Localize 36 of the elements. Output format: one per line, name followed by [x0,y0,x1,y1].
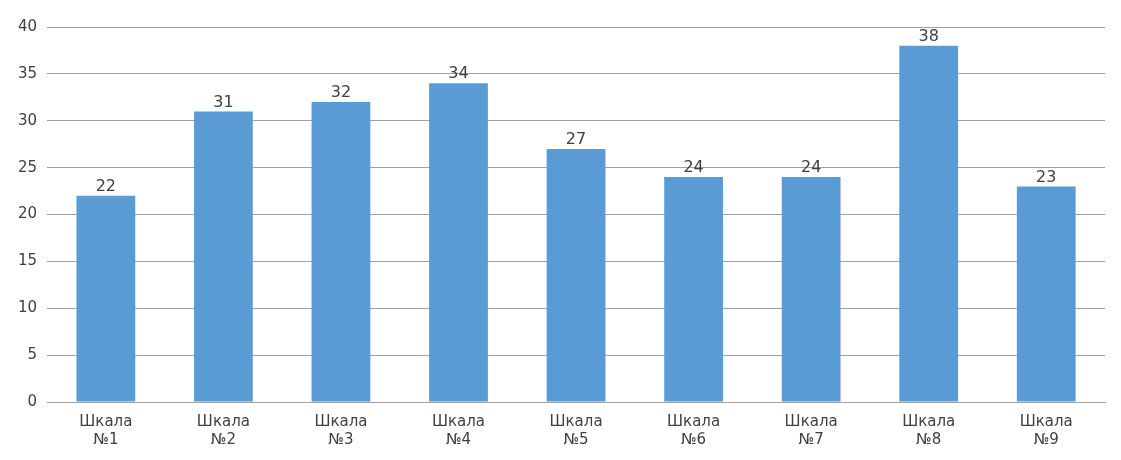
y-tick-label: 20 [17,204,38,223]
bar [311,102,371,402]
bar [546,148,606,402]
bar [664,177,723,402]
x-tick-label: Шкала №1 [79,411,133,448]
y-tick-label: 30 [17,110,38,129]
y-tick-label: 35 [17,63,38,82]
data-label: 22 [95,175,117,195]
x-tick-label: Шкала №2 [196,411,250,448]
y-tick-label: 0 [27,391,38,410]
data-label: 24 [800,157,822,177]
data-label: 38 [918,25,939,45]
y-tick-label: 15 [17,251,38,270]
bar [899,45,959,402]
y-tick-label: 25 [17,157,38,176]
data-label: 31 [213,91,234,111]
x-tick-label: Шкала №8 [902,411,956,448]
x-tick-label: Шкала №3 [314,411,368,448]
y-tick-label: 5 [27,345,38,364]
data-label: 27 [565,129,587,149]
x-tick-label: Шкала №6 [667,411,721,448]
x-tick-label: Шкала №4 [431,411,486,448]
y-tick-label: 40 [17,16,38,35]
x-tick-label: Шкала №7 [784,411,838,448]
bar [1016,186,1076,402]
data-label: 23 [1036,166,1057,186]
x-tick-label: Шкала №9 [1019,411,1073,448]
bar [429,83,488,402]
y-tick-label: 10 [17,298,38,317]
data-label: 34 [448,63,469,83]
bar [76,195,136,402]
bar [781,177,841,402]
data-label: 24 [683,157,704,177]
bar [194,111,253,402]
x-tick-label: Шкала №5 [549,411,603,448]
data-label: 32 [330,82,352,102]
